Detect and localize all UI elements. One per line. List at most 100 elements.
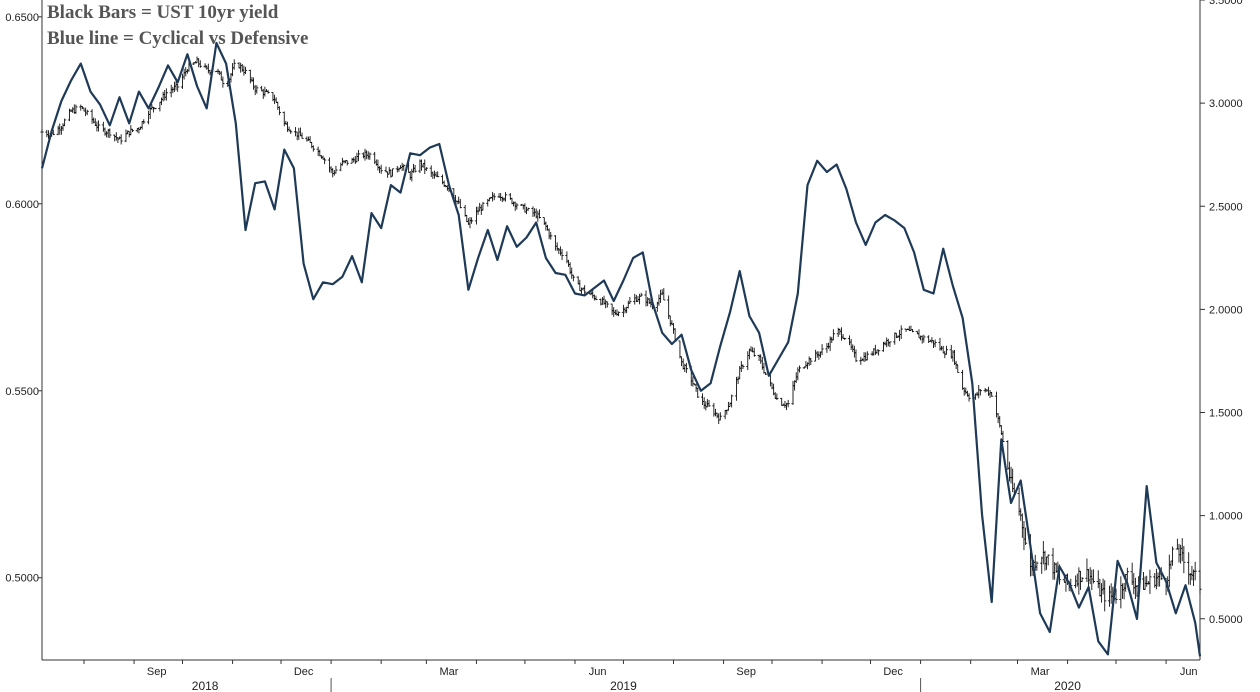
yield-bar <box>248 69 252 84</box>
yield-bar <box>967 393 971 402</box>
yield-bar <box>61 123 65 131</box>
yield-bar <box>400 162 404 171</box>
yield-bar <box>243 66 248 74</box>
yield-bar <box>852 345 856 358</box>
annotation-black-bars: Black Bars = UST 10yr yield <box>47 2 279 23</box>
yield-bar <box>413 164 417 173</box>
yield-bar <box>390 168 395 177</box>
yield-bar <box>361 152 365 159</box>
yield-bar <box>398 165 403 170</box>
yield-bar <box>356 149 361 162</box>
yield-bar <box>355 152 359 163</box>
yield-bar <box>297 127 301 140</box>
yield-bar <box>1146 580 1150 585</box>
yield-bar <box>930 337 934 344</box>
yield-bar <box>549 232 553 240</box>
yield-bar <box>783 400 787 409</box>
yield-bar <box>605 301 609 308</box>
x-axis-ticks: Sep Dec Mar Jun Sep Dec Mar Jun 2018 2019 2020 <box>83 660 1198 692</box>
yield-bar <box>717 413 721 425</box>
yield-bar <box>847 335 852 346</box>
yield-bar <box>791 380 795 405</box>
yield-bar <box>1169 560 1173 570</box>
yield-bar <box>308 136 312 144</box>
right-tick-label: 3.0000 <box>1209 98 1243 110</box>
yield-bar <box>56 125 60 136</box>
yield-bar <box>84 107 88 117</box>
yield-bar <box>232 59 236 70</box>
yield-bar <box>1075 573 1079 587</box>
yield-bar <box>831 329 835 341</box>
x-month-label: Jun <box>589 666 607 678</box>
yield-bar <box>253 85 257 96</box>
yield-bar <box>463 204 467 217</box>
yield-bar <box>163 89 167 101</box>
yield-bar <box>119 134 123 145</box>
yield-bar <box>386 171 390 178</box>
yield-bar <box>95 121 99 132</box>
yield-bar <box>1090 569 1094 591</box>
yield-bar <box>410 168 414 182</box>
yield-bar <box>197 58 201 68</box>
yield-bar <box>741 364 745 370</box>
yield-bar <box>185 69 189 74</box>
yield-bar <box>1190 565 1194 581</box>
yield-bar <box>511 201 516 207</box>
yield-bar <box>172 81 177 92</box>
yield-bar <box>715 412 719 419</box>
yield-bar <box>610 303 614 316</box>
yield-bar <box>941 345 945 354</box>
yield-bar <box>310 141 314 149</box>
yield-bar <box>1198 570 1202 594</box>
yield-bar <box>759 354 763 364</box>
yield-bar <box>583 285 587 295</box>
yield-bar <box>176 83 180 92</box>
yield-bar <box>40 129 44 133</box>
yield-bar <box>775 393 779 401</box>
yield-bar <box>323 157 327 165</box>
yield-bar <box>621 304 626 318</box>
yield-bar <box>1046 554 1050 566</box>
yield-bar <box>964 387 968 395</box>
yield-bar <box>990 391 994 397</box>
x-month-label: Dec <box>883 666 903 678</box>
x-month-label: Sep <box>147 666 167 678</box>
yield-bar <box>1141 571 1146 590</box>
yield-bar <box>531 206 535 218</box>
yield-bar <box>1088 567 1092 585</box>
yield-bar <box>114 132 118 141</box>
yield-bar <box>368 152 372 160</box>
yield-bar <box>274 97 278 103</box>
yield-bar <box>93 118 97 127</box>
yield-bar <box>305 136 309 142</box>
yield-bar <box>557 247 561 254</box>
yield-bar <box>423 159 427 175</box>
yield-bar <box>678 340 682 359</box>
right-tick-label: 0.5000 <box>1209 614 1243 626</box>
x-year-label: 2018 <box>192 679 219 692</box>
yield-bar <box>142 119 146 125</box>
yield-bar <box>1053 562 1057 580</box>
yield-bar <box>870 351 874 356</box>
yield-bar <box>298 127 303 137</box>
yield-bar <box>1109 583 1113 604</box>
yield-bar <box>730 394 734 408</box>
yield-bar <box>646 297 650 307</box>
yield-bar <box>429 165 433 178</box>
yield-bar <box>681 358 685 370</box>
yield-bar <box>796 367 800 381</box>
yield-bar <box>1101 578 1105 595</box>
yield-bar <box>757 354 761 361</box>
yield-bar <box>74 104 78 114</box>
yield-bar <box>1040 556 1044 574</box>
yield-bar <box>255 85 259 94</box>
yield-bar <box>206 63 210 74</box>
yield-bar <box>828 336 832 352</box>
left-axis-ticks: 0.6500 0.6000 0.5500 0.5000 <box>5 12 42 585</box>
yield-bar <box>376 159 380 171</box>
yield-bar <box>1167 554 1171 588</box>
yield-bar <box>79 104 83 111</box>
left-tick-label: 0.5000 <box>5 573 39 585</box>
yield-bar <box>644 290 648 307</box>
